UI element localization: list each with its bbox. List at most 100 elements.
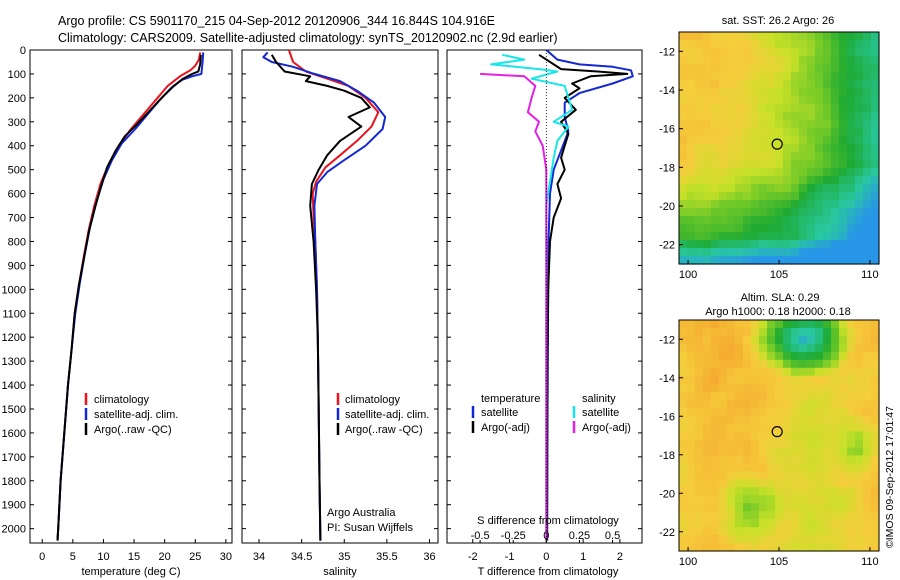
- map-cell: [839, 80, 848, 89]
- map-cell: [839, 56, 848, 65]
- map-cell: [783, 184, 792, 193]
- map-cell: [735, 192, 744, 201]
- map-cell: [863, 543, 872, 552]
- map-cell: [719, 519, 728, 528]
- map-cell: [735, 375, 744, 385]
- map-cell: [815, 192, 824, 201]
- map-cell: [719, 367, 728, 377]
- map-cell: [863, 423, 872, 433]
- map-cell: [807, 192, 816, 201]
- map-cell: [679, 88, 688, 97]
- map-cell: [799, 248, 808, 257]
- map-cell: [775, 487, 784, 496]
- map-cell: [711, 471, 720, 480]
- map-cell: [735, 519, 744, 528]
- map-cell: [767, 152, 776, 161]
- map-cell: [791, 423, 800, 433]
- map-cell: [703, 320, 712, 329]
- map-cell: [855, 104, 864, 113]
- map-cell: [847, 327, 856, 337]
- map-cell: [823, 208, 832, 217]
- map-cell: [799, 152, 808, 161]
- map-cell: [807, 216, 816, 225]
- map-cell: [847, 527, 856, 536]
- map-cell: [847, 487, 856, 496]
- map-cell: [783, 72, 792, 81]
- map-cell: [719, 160, 728, 169]
- map-cell: [831, 543, 840, 552]
- map-cell: [807, 399, 816, 409]
- map-cell: [799, 96, 808, 105]
- map-cell: [711, 64, 720, 73]
- map-cell: [815, 56, 824, 65]
- map-cell: [743, 463, 752, 472]
- map-cell: [863, 232, 872, 241]
- map-cell: [775, 48, 784, 57]
- map-cell: [871, 64, 880, 73]
- map-cell: [735, 120, 744, 129]
- map-cell: [695, 248, 704, 257]
- map-cell: [703, 72, 712, 81]
- map-cell: [687, 431, 696, 441]
- map-cell: [799, 399, 808, 409]
- map-cell: [751, 383, 760, 393]
- map-cell: [831, 192, 840, 201]
- map-cell: [799, 543, 808, 552]
- map-cell: [775, 519, 784, 528]
- map-cell: [855, 72, 864, 81]
- map-cell: [679, 320, 688, 329]
- map-cell: [687, 72, 696, 81]
- map-cell: [815, 359, 824, 369]
- map-cell: [759, 72, 768, 81]
- map-cell: [847, 160, 856, 169]
- map-cell: [815, 351, 824, 361]
- map-cell: [807, 200, 816, 209]
- map-cell: [871, 72, 880, 81]
- map-cell: [831, 487, 840, 496]
- map-cell: [791, 176, 800, 185]
- map-cell: [727, 511, 736, 520]
- map-cell: [695, 112, 704, 121]
- map-cell: [711, 391, 720, 401]
- map-cell: [847, 471, 856, 480]
- map-cell: [855, 216, 864, 225]
- map-cell: [735, 383, 744, 393]
- map-cell: [751, 447, 760, 457]
- map-cell: [783, 80, 792, 89]
- map-cell: [839, 343, 848, 353]
- map-cell: [751, 80, 760, 89]
- map-cell: [767, 160, 776, 169]
- map-cell: [759, 327, 768, 337]
- map-cell: [751, 535, 760, 544]
- map-cell: [719, 503, 728, 512]
- map-cell: [831, 455, 840, 464]
- map-ytick-label: -16: [659, 124, 675, 136]
- legend-argo: Argo(..raw -QC): [94, 424, 172, 436]
- map-cell: [759, 240, 768, 249]
- map-cell: [767, 256, 776, 265]
- map-cell: [847, 80, 856, 89]
- map-cell: [807, 224, 816, 233]
- map-cell: [831, 208, 840, 217]
- map-cell: [807, 136, 816, 145]
- map-cell: [799, 128, 808, 137]
- map-cell: [759, 320, 768, 329]
- s-tick-label: 0: [543, 530, 549, 542]
- map-cell: [783, 471, 792, 480]
- map-cell: [871, 320, 880, 329]
- map-cell: [703, 184, 712, 193]
- map-cell: [759, 192, 768, 201]
- map-cell: [767, 176, 776, 185]
- map-cell: [695, 487, 704, 496]
- map-cell: [743, 487, 752, 496]
- map-cell: [735, 208, 744, 217]
- map-cell: [823, 248, 832, 257]
- map-cell: [751, 367, 760, 377]
- map-cell: [815, 527, 824, 536]
- map-cell: [823, 367, 832, 377]
- map-xtick-label: 105: [770, 269, 788, 281]
- map-cell: [799, 327, 808, 337]
- series-1-1: [262, 51, 387, 541]
- map-cell: [823, 343, 832, 353]
- map-cell: [711, 407, 720, 417]
